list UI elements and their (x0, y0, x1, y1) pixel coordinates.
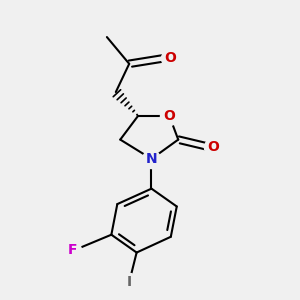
Text: F: F (68, 243, 77, 256)
Text: O: O (207, 140, 219, 154)
Text: I: I (127, 275, 132, 289)
Text: O: O (164, 51, 176, 65)
Text: O: O (164, 109, 175, 123)
Text: N: N (146, 152, 157, 166)
